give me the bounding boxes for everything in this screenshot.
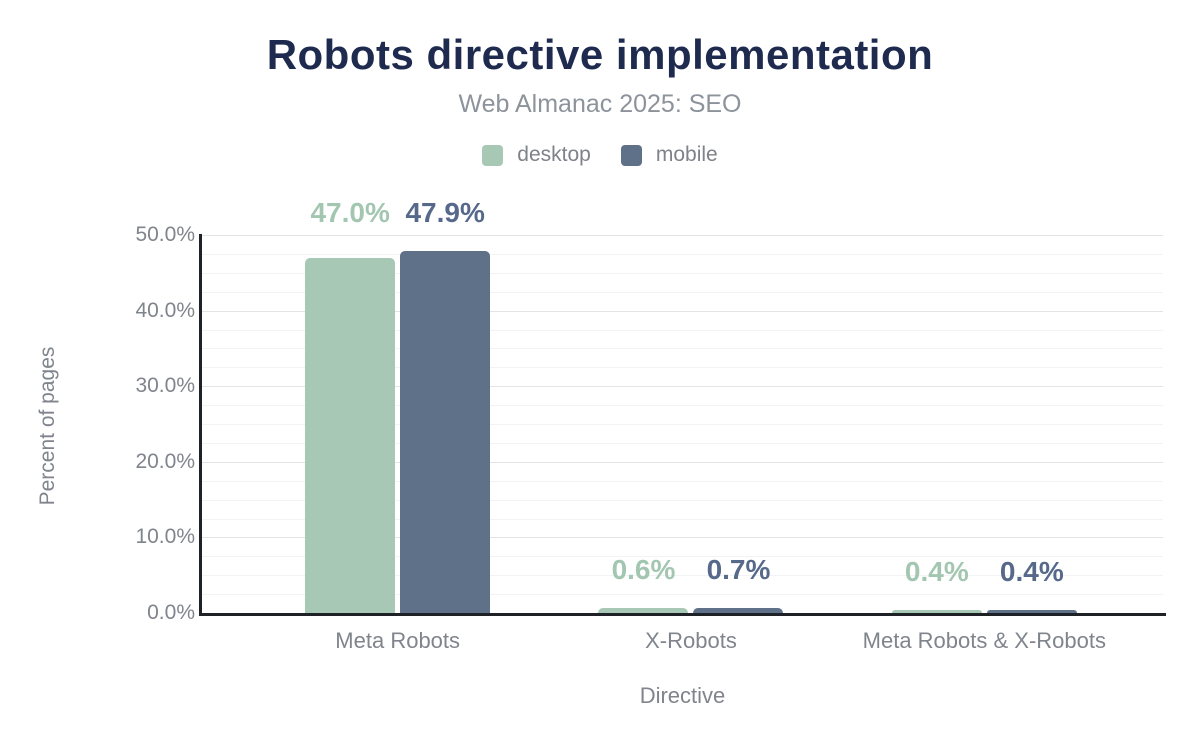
legend-swatch-mobile bbox=[620, 144, 642, 166]
y-tick-label: 20.0% bbox=[135, 449, 195, 473]
bar-mobile-meta-robots[interactable]: 47.9% bbox=[400, 197, 491, 613]
bar-group-x-robots: 0.6% 0.7% bbox=[544, 235, 837, 613]
major-gridline bbox=[202, 310, 1163, 312]
minor-gridline bbox=[202, 442, 1163, 444]
bar-desktop-meta-robots[interactable]: 47.0% bbox=[305, 197, 396, 613]
legend-item-mobile: mobile bbox=[620, 143, 718, 167]
x-category-label-x-robots: X-Robots bbox=[645, 628, 737, 653]
bar-groups: 47.0% 47.9% 0.6% 0.7% 0.4% 0.4% bbox=[251, 197, 1131, 613]
bar-pair-x-robots: 0.6% 0.7% bbox=[598, 554, 784, 613]
legend-label-mobile: mobile bbox=[655, 143, 718, 166]
bar-desktop-x-robots[interactable]: 0.6% bbox=[598, 554, 689, 613]
minor-gridline bbox=[202, 348, 1163, 350]
x-axis-line bbox=[199, 613, 1166, 616]
major-gridline bbox=[202, 386, 1163, 388]
y-tick-label: 10.0% bbox=[135, 525, 195, 549]
bar-value-label-mobile-meta-robots-x-robots: 0.4% bbox=[999, 556, 1064, 588]
y-axis-line bbox=[199, 234, 202, 616]
bar-mobile-x-robots[interactable]: 0.7% bbox=[693, 554, 784, 613]
major-gridline bbox=[202, 235, 1163, 236]
legend: desktop mobile bbox=[0, 143, 1200, 167]
minor-gridline bbox=[202, 594, 1163, 596]
bar-value-label-desktop-x-robots: 0.6% bbox=[611, 553, 676, 585]
minor-gridline bbox=[202, 575, 1163, 577]
minor-gridline bbox=[202, 518, 1163, 520]
chart-title: Robots directive implementation bbox=[266, 31, 934, 78]
bar-group-meta-robots: 47.0% 47.9% bbox=[251, 197, 544, 613]
x-axis-title: Directive bbox=[639, 683, 726, 708]
minor-gridline bbox=[202, 424, 1163, 425]
minor-gridline bbox=[202, 556, 1163, 558]
y-tick-label: 30.0% bbox=[135, 374, 195, 398]
bar-desktop-meta-robots-x-robots[interactable]: 0.4% bbox=[891, 556, 982, 613]
y-axis-tick-labels: 0.0% 10.0% 20.0% 30.0% 40.0% 50.0% bbox=[0, 0, 195, 742]
legend-item-desktop: desktop bbox=[482, 143, 591, 167]
bar-value-label-desktop-meta-robots-x-robots: 0.4% bbox=[904, 556, 969, 588]
minor-gridline bbox=[202, 405, 1163, 407]
bar-pair-meta-robots-x-robots: 0.4% 0.4% bbox=[891, 556, 1077, 613]
bar-mobile-meta-robots-x-robots[interactable]: 0.4% bbox=[986, 556, 1077, 613]
chart-subtitle: Web Almanac 2025: SEO bbox=[458, 90, 742, 118]
minor-gridline bbox=[202, 253, 1163, 255]
major-gridline bbox=[202, 461, 1163, 463]
minor-gridline bbox=[202, 291, 1163, 293]
minor-gridline bbox=[202, 272, 1163, 274]
plot-area: 47.0% 47.9% 0.6% 0.7% 0.4% 0.4% bbox=[202, 197, 1163, 613]
y-tick-label: 50.0% bbox=[135, 223, 195, 246]
bar-value-label-mobile-meta-robots: 47.9% bbox=[405, 197, 485, 229]
legend-label-desktop: desktop bbox=[517, 143, 591, 166]
legend-swatch-desktop bbox=[482, 144, 504, 166]
bar-group-meta-robots-x-robots: 0.4% 0.4% bbox=[838, 235, 1131, 613]
y-tick-label: 40.0% bbox=[135, 298, 195, 322]
major-gridline bbox=[202, 537, 1163, 539]
x-axis-category-labels: Meta Robots X-Robots Meta Robots & X-Robot… bbox=[251, 628, 1131, 654]
x-category-label-meta-robots: Meta Robots bbox=[335, 628, 461, 653]
bar-value-label-desktop-meta-robots: 47.0% bbox=[310, 197, 390, 229]
minor-gridline bbox=[202, 480, 1163, 482]
bar-pair-meta-robots: 47.0% 47.9% bbox=[305, 197, 491, 613]
y-tick-label: 0.0% bbox=[147, 601, 195, 624]
x-category-label-meta-robots-x-robots: Meta Robots & X-Robots bbox=[862, 628, 1106, 653]
bar-value-label-mobile-x-robots: 0.7% bbox=[706, 553, 771, 585]
minor-gridline bbox=[202, 367, 1163, 369]
minor-gridline bbox=[202, 329, 1163, 331]
minor-gridline bbox=[202, 499, 1163, 501]
